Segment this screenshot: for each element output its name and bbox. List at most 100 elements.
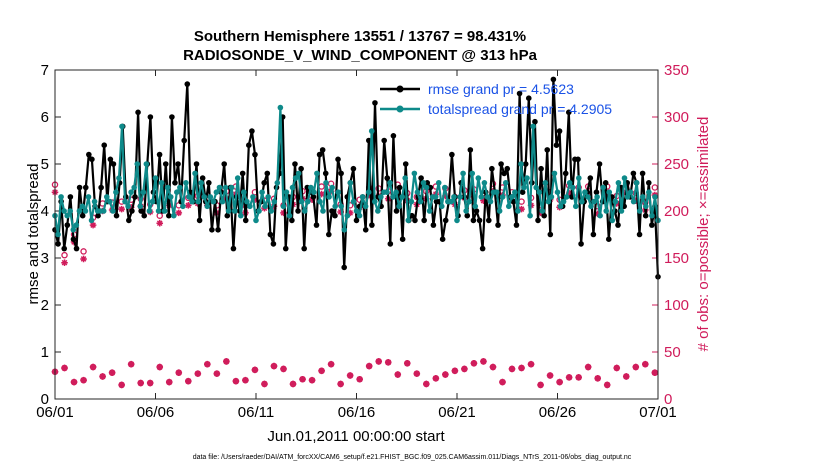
totalspread-point bbox=[566, 180, 573, 186]
totalspread-point bbox=[472, 203, 479, 210]
totalspread-point bbox=[414, 189, 421, 195]
totalspread-point bbox=[298, 198, 305, 205]
rmse-point bbox=[510, 198, 517, 205]
totalspread-point bbox=[527, 212, 533, 219]
rmse-point bbox=[489, 165, 495, 172]
obs-assimilated-marker-low bbox=[127, 360, 135, 368]
obs-assimilated-marker-low bbox=[594, 375, 601, 382]
rmse-point bbox=[67, 194, 74, 200]
rmse-point bbox=[70, 236, 77, 242]
totalspread-point bbox=[213, 189, 220, 195]
obs-assimilated-marker bbox=[565, 189, 573, 197]
totalspread-point bbox=[320, 208, 326, 214]
rmse-point bbox=[396, 184, 403, 191]
rmse-point bbox=[353, 217, 360, 224]
obs-assimilated-marker-low bbox=[261, 380, 268, 388]
rmse-point bbox=[372, 100, 378, 106]
obs-assimilated-marker-low bbox=[137, 379, 144, 387]
totalspread-point bbox=[58, 194, 64, 200]
rmse-point bbox=[556, 128, 563, 134]
rmse-point bbox=[553, 142, 560, 148]
rmse-point bbox=[55, 241, 61, 247]
obs-assimilated-marker-low bbox=[146, 379, 154, 387]
rmse-point bbox=[541, 212, 547, 219]
rmse-point bbox=[615, 222, 621, 228]
totalspread-point bbox=[457, 194, 463, 200]
totalspread-point bbox=[247, 203, 253, 210]
rmse-point bbox=[184, 81, 191, 87]
y2-tick-label: 100 bbox=[664, 297, 689, 314]
obs-assimilated-marker-low bbox=[80, 376, 87, 384]
totalspread-point bbox=[475, 175, 482, 181]
totalspread-point bbox=[563, 194, 570, 200]
rmse-point bbox=[501, 170, 507, 177]
obs-assimilated-marker-low bbox=[365, 362, 373, 370]
rmse-point bbox=[181, 137, 188, 144]
obs-assimilated-marker-low bbox=[584, 363, 592, 371]
rmse-point bbox=[242, 217, 249, 224]
legend[interactable]: rmse grand pr = 4.5623 totalspread grand… bbox=[380, 81, 612, 117]
rmse-point bbox=[402, 161, 409, 167]
totalspread-point bbox=[518, 161, 524, 167]
x-tick-label: 06/11 bbox=[238, 404, 274, 421]
rmse-point bbox=[322, 170, 329, 177]
rmse-point bbox=[421, 217, 427, 224]
totalspread-point bbox=[304, 198, 311, 205]
obs-assimilated-marker-low bbox=[413, 370, 421, 377]
totalspread-point bbox=[183, 180, 189, 186]
rmse-point bbox=[249, 128, 255, 134]
rmse-point bbox=[418, 175, 424, 181]
totalspread-point bbox=[82, 208, 89, 214]
y-tick-label: 4 bbox=[41, 203, 49, 220]
totalspread-point bbox=[85, 194, 92, 200]
totalspread-point bbox=[216, 184, 223, 191]
totalspread-point bbox=[371, 198, 378, 205]
totalspread-point bbox=[222, 184, 229, 191]
totalspread-point bbox=[551, 170, 558, 177]
obs-possible-marker bbox=[80, 248, 87, 255]
totalspread-point bbox=[582, 189, 588, 195]
obs-assimilated-marker-low bbox=[223, 358, 230, 365]
y2-tick-label: 200 bbox=[664, 203, 689, 220]
totalspread-point bbox=[253, 217, 259, 224]
rmse-point bbox=[82, 184, 89, 191]
rmse-point bbox=[605, 236, 612, 242]
obs-assimilated-marker-low bbox=[622, 373, 630, 380]
obs-assimilated-marker bbox=[594, 210, 601, 218]
totalspread-point bbox=[265, 194, 271, 200]
rmse-point bbox=[264, 170, 271, 177]
obs-assimilated-marker-low bbox=[280, 365, 287, 373]
y2-tick-label: 350 bbox=[664, 62, 689, 79]
totalspread-point bbox=[280, 203, 287, 210]
obs-possible-marker bbox=[61, 251, 68, 259]
rmse-point bbox=[544, 147, 551, 153]
totalspread-point bbox=[314, 170, 320, 177]
totalspread-point bbox=[652, 194, 658, 200]
rmse-point bbox=[107, 156, 114, 163]
rmse-point bbox=[332, 212, 338, 219]
rmse-point bbox=[301, 245, 307, 252]
totalspread-point bbox=[572, 203, 579, 210]
obs-assimilated-marker-low bbox=[232, 377, 240, 385]
totalspread-point bbox=[107, 198, 113, 205]
totalspread-point bbox=[61, 208, 67, 214]
rmse-point bbox=[550, 76, 557, 83]
rmse-point bbox=[129, 208, 135, 214]
obs-possible-marker bbox=[651, 184, 659, 191]
obs-assimilated-marker-low bbox=[394, 371, 402, 378]
totalspread-point bbox=[408, 198, 415, 205]
totalspread-point bbox=[186, 194, 192, 200]
y2-tick-label: 0 bbox=[664, 391, 672, 408]
series-lines bbox=[52, 76, 661, 280]
totalspread-point bbox=[615, 180, 622, 186]
totalspread-point bbox=[149, 198, 156, 205]
totalspread-point bbox=[277, 104, 284, 111]
totalspread-point bbox=[283, 189, 290, 195]
rmse-point bbox=[442, 217, 449, 224]
totalspread-point bbox=[554, 189, 561, 195]
totalspread-point bbox=[128, 189, 134, 195]
rmse-point bbox=[645, 180, 652, 186]
totalspread-point bbox=[231, 208, 238, 214]
rmse-point bbox=[175, 161, 181, 167]
rmse-point bbox=[495, 222, 501, 228]
